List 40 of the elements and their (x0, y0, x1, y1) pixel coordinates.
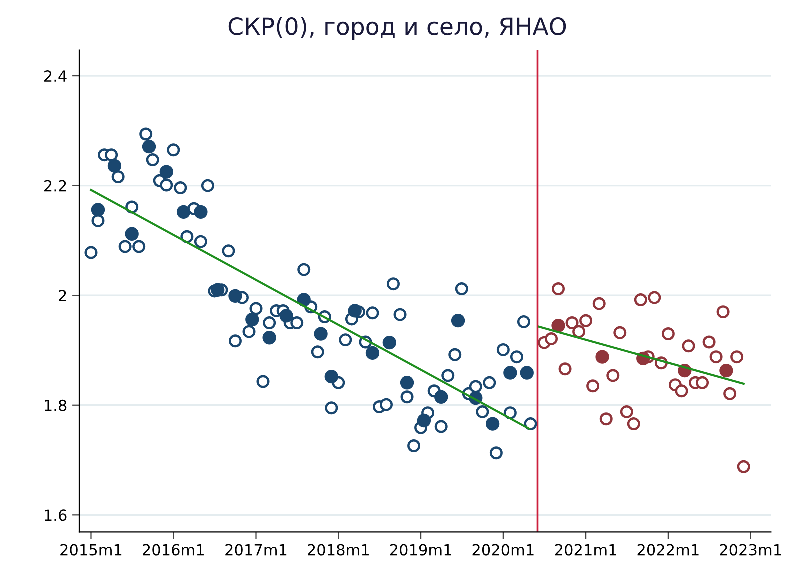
point (675, 384, 688, 398)
point (558, 362, 572, 376)
point (634, 294, 648, 306)
point (716, 306, 730, 319)
y-tick-label: 2.2 (44, 180, 66, 192)
point (600, 412, 613, 426)
point (614, 326, 627, 340)
y-tick-label: 2.4 (44, 70, 67, 82)
point (552, 282, 565, 296)
point (737, 460, 750, 474)
x-tick-label: 2021m1 (555, 544, 616, 556)
point (566, 316, 579, 330)
point (682, 340, 696, 353)
x-tick-label: 2022m1 (638, 544, 699, 556)
x-tick-label: 2019m1 (390, 544, 452, 556)
chart-title: СКР(0), город и село, ЯНАО (228, 17, 566, 40)
point (620, 405, 634, 418)
point (710, 350, 723, 364)
point (572, 325, 586, 338)
point (662, 328, 675, 341)
point (696, 376, 710, 390)
point (606, 369, 620, 382)
x-tick-label: 2018m1 (308, 544, 369, 556)
point (586, 380, 600, 393)
point (627, 418, 640, 431)
x-tick-label: 2017m1 (226, 544, 287, 556)
x-tick-label: 2023m1 (720, 544, 782, 556)
y-tick-label: 1.6 (45, 510, 67, 522)
y-tick-label: 2 (59, 290, 66, 302)
x-tick-label: 2016m1 (143, 544, 204, 556)
point (545, 332, 558, 346)
y-tick-label: 1.8 (45, 400, 67, 412)
point (648, 291, 662, 304)
point (702, 336, 716, 349)
point (592, 297, 606, 310)
point (724, 387, 737, 400)
x-tick-label: 2020m1 (472, 544, 534, 556)
x-tick-label: 2015m1 (60, 544, 122, 556)
point (580, 314, 593, 328)
point (730, 350, 744, 364)
